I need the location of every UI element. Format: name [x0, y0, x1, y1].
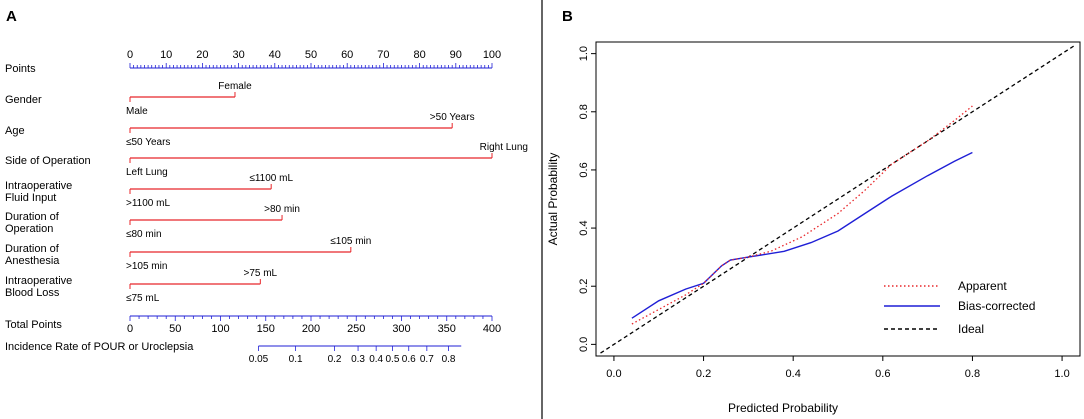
total-points-tick-label: 150	[257, 323, 275, 335]
variable-low-label: ≤75 mL	[126, 293, 160, 304]
series-line-bias-corrected	[631, 151, 973, 319]
variable-label: Intraoperative	[5, 275, 72, 287]
legend-label: Bias-corrected	[958, 299, 1035, 313]
total-points-tick-label: 200	[302, 323, 320, 335]
total-points-tick-label: 300	[392, 323, 410, 335]
incidence-tick-label: 0.3	[351, 354, 365, 365]
total-points-tick-label: 350	[438, 323, 456, 335]
y-tick-label: 0.6	[578, 162, 590, 177]
points-tick-label: 80	[413, 49, 425, 61]
y-tick-label: 0.2	[578, 279, 590, 294]
points-tick-label: 40	[269, 49, 281, 61]
total-points-tick-label: 0	[127, 323, 133, 335]
y-tick-label: 0.8	[578, 104, 590, 119]
incidence-tick-label: 0.1	[289, 354, 303, 365]
variable-low-label: >1100 mL	[126, 198, 170, 209]
nomogram: Points 0 10 20 30 40 50 60 70 80 90 100 Gender Male Fe…	[5, 49, 528, 365]
panel-a-label: A	[6, 8, 17, 25]
variable-label: Age	[5, 125, 25, 137]
variable-high-label: ≤1100 mL	[249, 173, 293, 184]
points-tick-label: 90	[450, 49, 462, 61]
variable-low-label: ≤80 min	[126, 229, 162, 240]
y-tick-label: 1.0	[578, 46, 590, 61]
variable-high-label: ≤105 min	[330, 236, 371, 247]
incidence-axis-label: Incidence Rate of POUR or Uroclepsia	[5, 341, 194, 353]
points-tick-label: 60	[341, 49, 353, 61]
total-points-label: Total Points	[5, 319, 62, 331]
x-tick-label: 0.4	[786, 368, 801, 380]
points-tick-label: 0	[127, 49, 133, 61]
points-tick-label: 30	[232, 49, 244, 61]
plot-frame	[595, 41, 1081, 357]
variable-low-label: Left Lung	[126, 167, 168, 178]
panel-b-label: B	[562, 8, 573, 25]
incidence-tick-label: 0.7	[420, 354, 434, 365]
series-line-apparent	[631, 105, 973, 325]
points-axis-label: Points	[5, 63, 36, 75]
variable-label: Blood Loss	[5, 287, 60, 299]
variable-label: Gender	[5, 94, 42, 106]
variable-label: Duration of	[5, 243, 60, 255]
variable-low-label: ≤50 Years	[126, 137, 170, 148]
total-points-tick-label: 400	[483, 323, 501, 335]
series-line-ideal	[600, 44, 1076, 354]
variable-label: Operation	[5, 223, 53, 235]
points-tick-label: 50	[305, 49, 317, 61]
x-axis-label: Predicted Probability	[728, 401, 838, 415]
variable-high-label: Female	[218, 81, 252, 92]
variable-label: Anesthesia	[5, 255, 60, 267]
legend-label: Apparent	[958, 279, 1007, 293]
y-tick-label: 0.4	[578, 220, 590, 235]
points-tick-label: 100	[483, 49, 501, 61]
y-axis-label: Actual Probability	[546, 153, 560, 246]
incidence-tick-label: 0.6	[402, 354, 416, 365]
variable-label: Duration of	[5, 211, 60, 223]
points-tick-label: 20	[196, 49, 208, 61]
variable-high-label: >75 mL	[243, 268, 277, 279]
points-tick-label: 10	[160, 49, 172, 61]
y-tick-label: 0.0	[578, 337, 590, 352]
variable-high-label: Right Lung	[480, 142, 528, 153]
calibration-plot: 0.0 0.2 0.4 0.6 0.8 1.0 0.0 0.2 0.4 0.6 0.8 1.0 Pred…	[546, 41, 1081, 415]
x-tick-label: 0.6	[875, 368, 890, 380]
total-points-tick-label: 250	[347, 323, 365, 335]
variable-high-label: >80 min	[264, 204, 300, 215]
incidence-tick-label: 0.5	[385, 354, 399, 365]
variable-label: Side of Operation	[5, 155, 91, 167]
x-tick-label: 0.0	[606, 368, 621, 380]
total-points-tick-label: 100	[211, 323, 229, 335]
incidence-tick-label: 0.2	[328, 354, 342, 365]
incidence-tick-label: 0.05	[249, 354, 269, 365]
incidence-tick-label: 0.4	[369, 354, 383, 365]
variable-label: Fluid Input	[5, 192, 56, 204]
variable-low-label: >105 min	[126, 261, 167, 272]
x-tick-label: 1.0	[1054, 368, 1069, 380]
x-tick-label: 0.2	[696, 368, 711, 380]
variable-high-label: >50 Years	[430, 112, 475, 123]
variable-low-label: Male	[126, 106, 148, 117]
incidence-tick-label: 0.8	[442, 354, 456, 365]
x-tick-label: 0.8	[965, 368, 980, 380]
total-points-tick-label: 50	[169, 323, 181, 335]
points-tick-label: 70	[377, 49, 389, 61]
variable-label: Intraoperative	[5, 180, 72, 192]
legend-label: Ideal	[958, 322, 984, 336]
